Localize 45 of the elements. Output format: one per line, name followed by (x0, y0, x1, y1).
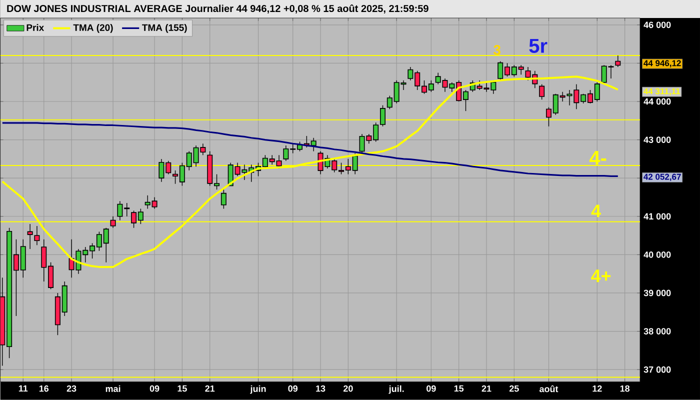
y-tick-label: 44 000 (644, 98, 671, 105)
candlestick (34, 226, 40, 246)
candlestick (110, 216, 116, 228)
y-tick-label: 38 000 (644, 328, 671, 335)
legend-label: TMA (155) (142, 24, 187, 33)
x-tick-label: 21 (205, 385, 215, 392)
annotation: 4- (589, 151, 606, 165)
candlestick (539, 84, 545, 100)
x-tick-label: 20 (343, 385, 353, 392)
x-tick-label: août (540, 385, 558, 392)
candlestick (615, 55, 621, 68)
x-tick-label: 09 (150, 385, 160, 392)
annotation: 4+ (591, 270, 611, 282)
candlestick (27, 224, 33, 250)
x-tick-label: juil. (388, 385, 404, 394)
x-tick-label: 09 (426, 385, 436, 392)
x-tick-label: juin (250, 385, 266, 394)
annotation: 5r (529, 39, 548, 54)
x-tick-label: 16 (39, 385, 49, 392)
legend-label: TMA (20) (73, 24, 113, 33)
x-tick-label: 21 (482, 385, 492, 392)
y-tick-label: 43 000 (644, 136, 671, 144)
annotation: 4 (591, 204, 601, 218)
text: 42 052,67 (644, 174, 681, 182)
x-tick-label: 12 (592, 385, 602, 392)
x-tick-label: 25 (509, 385, 519, 392)
y-tick-label: 37 000 (644, 366, 671, 373)
y-tick-label: 46 000 (644, 22, 671, 28)
y-tick-label: 40 000 (644, 252, 671, 258)
x-tick-label: 11 (18, 385, 28, 392)
x-tick-label: 18 (620, 385, 630, 392)
chart-title: DOW JONES INDUSTRIAL AVERAGE Journalier 44 946,12 +0,08 % 15 août 2025, 21:59:59 (7, 4, 428, 14)
annotation: 3 (494, 45, 500, 56)
x-tick-label: 13 (316, 385, 326, 392)
x-tick-label: 09 (288, 385, 298, 392)
y-tick-label: 39 000 (644, 290, 671, 296)
candlestick (220, 189, 226, 210)
text: 44 946,12 (644, 60, 681, 68)
x-tick-label: 23 (66, 385, 76, 392)
y-tick-label: 41 000 (644, 213, 671, 220)
x-tick-label: 15 (454, 385, 464, 392)
text: 44 311,11 (644, 88, 680, 96)
legend-label: Prix (26, 24, 44, 31)
x-tick-label: 15 (178, 385, 187, 392)
x-tick-label: mai (106, 385, 120, 392)
